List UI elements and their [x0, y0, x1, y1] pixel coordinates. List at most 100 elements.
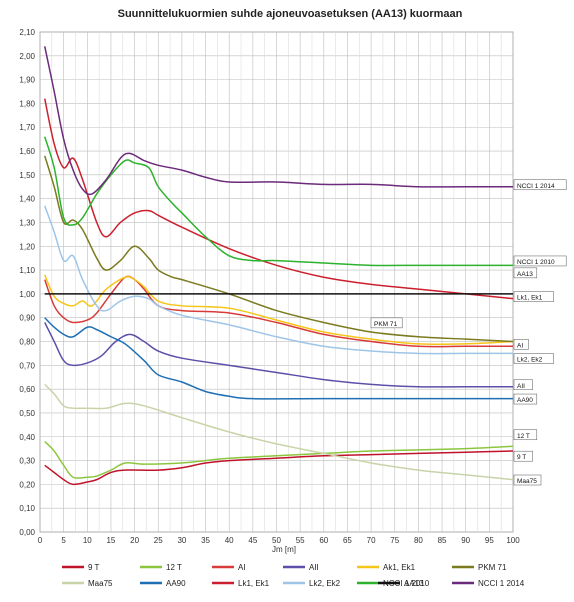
end-label-box: [513, 450, 533, 462]
legend-label: AI: [238, 563, 246, 572]
legend-label: AA13: [404, 579, 424, 588]
legend-item: AI: [212, 563, 246, 572]
y-tick-label: 1,90: [19, 76, 35, 85]
end-label-box: [370, 317, 403, 329]
end-label-box: [513, 267, 538, 279]
end-label: Lk1, Ek1: [517, 295, 543, 302]
end-label-box: [513, 339, 529, 350]
legend-label: AA90: [166, 579, 186, 588]
y-tick-label: 1,60: [19, 147, 35, 156]
series-line-2: [44, 275, 513, 348]
x-tick-label: 15: [106, 536, 115, 545]
y-axis-ticks: 0,00 0,10 0,20 0,30 0,40 0,50 0,60 0,70 0,80 0,90…: [19, 28, 35, 537]
legend: 9 T 12 T AI AII Ak1, Ek1 PKM 71 Maa75 AA90 Lk1, …: [62, 563, 525, 588]
series-line-12: [43, 46, 513, 196]
legend-item: Lk2, Ek2: [283, 579, 341, 588]
end-label-box: [513, 255, 567, 267]
end-label-box: [513, 393, 538, 405]
y-tick-label: 0,70: [19, 361, 35, 370]
y-tick-label: 1,00: [19, 290, 35, 299]
y-tick-label: 1,50: [19, 171, 35, 180]
series-line-0: [44, 450, 514, 486]
y-tick-label: 1,80: [19, 99, 35, 108]
series-line-9: [44, 205, 513, 355]
x-tick-label: 45: [248, 536, 257, 545]
series-line-3: [44, 322, 513, 388]
legend-label: Maa75: [88, 579, 113, 588]
end-label: PKM 71: [374, 321, 398, 328]
end-labels: 9 T 12 T AI AII PKM 71 Maa75 AA90 Lk1, Ek1 Lk2, …: [370, 179, 567, 486]
y-tick-label: 0,40: [19, 433, 35, 442]
x-tick-label: 50: [272, 536, 281, 545]
legend-item: NCCI 1 2010: [357, 579, 430, 588]
x-tick-label: 35: [201, 536, 210, 545]
end-label: AA13: [517, 271, 533, 278]
x-tick-label: 40: [225, 536, 234, 545]
x-tick-label: 60: [319, 536, 328, 545]
y-tick-label: 1,30: [19, 218, 35, 227]
y-tick-label: 0,90: [19, 314, 35, 323]
y-tick-label: 2,10: [19, 28, 35, 37]
x-tick-label: 65: [343, 536, 352, 545]
legend-label: AII: [309, 563, 319, 572]
end-label: NCCI 1 2010: [517, 259, 555, 266]
legend-item: AA13: [378, 579, 424, 588]
end-label: 9 T: [517, 454, 526, 461]
x-tick-label: 30: [177, 536, 186, 545]
series-line-7: [44, 317, 513, 400]
legend-item: AA90: [140, 579, 186, 588]
y-tick-label: 1,40: [19, 195, 35, 204]
series-line-6: [44, 383, 514, 481]
x-tick-label: 95: [485, 536, 494, 545]
legend-item: NCCI 1 2014: [452, 579, 525, 588]
x-tick-label: 70: [367, 536, 376, 545]
series-line-4: [44, 274, 514, 346]
x-tick-label: 25: [154, 536, 163, 545]
x-tick-label: 20: [130, 536, 139, 545]
series-line-1: [44, 440, 514, 479]
x-tick-label: 0: [38, 536, 43, 545]
series-line-10: [44, 136, 513, 267]
y-tick-label: 0,00: [19, 528, 35, 537]
end-label: Maa75: [517, 478, 537, 485]
x-tick-label: 80: [414, 536, 423, 545]
legend-label: Lk2, Ek2: [309, 579, 341, 588]
legend-item: 12 T: [140, 563, 182, 572]
y-tick-label: 0,30: [19, 457, 35, 466]
series-line-5: [44, 155, 514, 343]
legend-label: 12 T: [166, 563, 182, 572]
grid: [39, 31, 514, 533]
series-line-8: [43, 98, 514, 300]
chart-title: Suunnittelukuormien suhde ajoneuvoasetuk…: [118, 8, 463, 20]
x-tick-label: 5: [61, 536, 66, 545]
end-label: 12 T: [517, 433, 530, 440]
x-tick-label: 10: [83, 536, 92, 545]
y-tick-label: 0,10: [19, 504, 35, 513]
end-label-box: [513, 429, 538, 441]
x-axis-ticks: 0 5 10 15 20 25 30 35 40 45 50 55 60 65 70 75 80 85 90 95 10…: [38, 536, 520, 545]
end-label: Lk2, Ek2: [517, 357, 543, 364]
y-tick-label: 1,70: [19, 123, 35, 132]
x-tick-label: 100: [506, 536, 520, 545]
legend-item: Maa75: [62, 579, 113, 588]
legend-item: Lk1, Ek1: [212, 579, 270, 588]
y-tick-label: 2,00: [19, 52, 35, 61]
end-label: AA90: [517, 397, 533, 404]
y-tick-label: 0,20: [19, 480, 35, 489]
end-label-box: [513, 474, 542, 486]
legend-item: 9 T: [62, 563, 100, 572]
end-label: AII: [517, 383, 525, 390]
end-label-box: [513, 291, 554, 302]
x-axis-label: Jm [m]: [272, 545, 296, 554]
legend-label: 9 T: [88, 563, 100, 572]
legend-item: PKM 71: [452, 563, 507, 572]
legend-label: PKM 71: [478, 563, 507, 572]
legend-item: Ak1, Ek1: [357, 563, 416, 572]
legend-label: Ak1, Ek1: [383, 563, 416, 572]
legend-label: Lk1, Ek1: [238, 579, 270, 588]
series-lines: [43, 46, 514, 486]
end-label-box: [513, 379, 533, 391]
x-tick-label: 90: [461, 536, 470, 545]
y-tick-label: 0,60: [19, 385, 35, 394]
end-label-box: [513, 179, 567, 191]
